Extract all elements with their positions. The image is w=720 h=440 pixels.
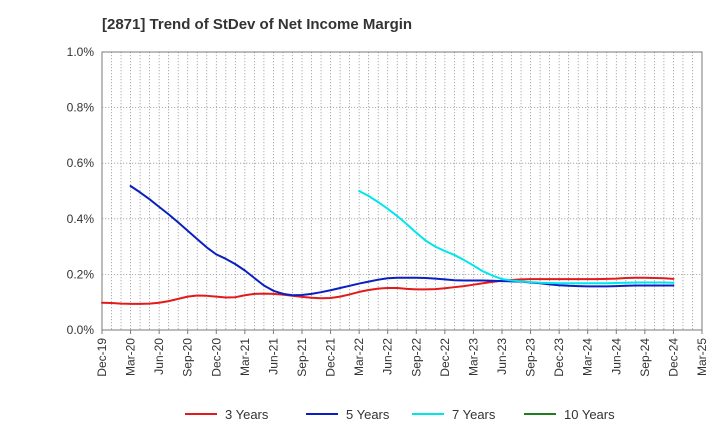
x-tick-label: Sep-20 xyxy=(181,338,195,377)
x-tick-label: Mar-20 xyxy=(124,338,138,376)
x-tick-label: Jun-22 xyxy=(381,338,395,375)
y-tick-label: 0.0% xyxy=(67,323,95,337)
x-tick-label: Jun-23 xyxy=(495,338,509,375)
series-line-5-years xyxy=(129,185,675,297)
x-tick-label: Dec-21 xyxy=(324,338,338,377)
axes: 0.0% 0.2% 0.4% 0.6% 0.8% 1.0% Dec-19 Mar-20 Jun-… xyxy=(67,45,709,377)
x-tick-label: Sep-23 xyxy=(524,338,538,377)
x-tick-label: Mar-23 xyxy=(466,338,480,376)
x-tick-label: Dec-23 xyxy=(552,338,566,377)
x-tick-label: Mar-22 xyxy=(352,338,366,376)
plot-frame xyxy=(101,51,703,331)
y-tick-label: 0.4% xyxy=(67,212,95,226)
x-tick-label: Mar-24 xyxy=(581,338,595,376)
x-tick-label: Dec-19 xyxy=(95,338,109,377)
legend-label-7-years: 7 Years xyxy=(452,407,496,422)
chart-title: [2871] Trend of StDev of Net Income Marg… xyxy=(102,16,413,33)
legend: 3 Years 5 Years 7 Years 10 Years xyxy=(185,407,615,422)
y-tick-label: 0.8% xyxy=(67,101,95,115)
series-line-3-years xyxy=(101,276,675,305)
legend-label-3-years: 3 Years xyxy=(225,407,269,422)
x-tick-label: Jun-24 xyxy=(609,338,623,375)
legend-label-5-years: 5 Years xyxy=(346,407,390,422)
y-tick-label: 1.0% xyxy=(67,45,95,59)
x-tick-label: Jun-21 xyxy=(266,338,280,375)
grid xyxy=(101,51,703,331)
x-tick-label: Dec-24 xyxy=(666,338,680,377)
y-tick-label: 0.2% xyxy=(67,267,95,281)
x-tick-label: Dec-20 xyxy=(209,338,223,377)
x-tick-label: Mar-21 xyxy=(238,338,252,376)
x-tick-label: Dec-22 xyxy=(438,338,452,377)
legend-label-10-years: 10 Years xyxy=(564,407,615,422)
x-tick-label: Sep-21 xyxy=(295,338,309,377)
series-line-7-years xyxy=(358,190,675,285)
x-tick-label: Mar-25 xyxy=(695,338,709,376)
y-tick-label: 0.6% xyxy=(67,156,95,170)
x-tick-label: Jun-20 xyxy=(152,338,166,375)
series-lines xyxy=(101,185,675,305)
x-tick-label: Sep-22 xyxy=(409,338,423,377)
x-tick-label: Sep-24 xyxy=(638,338,652,377)
